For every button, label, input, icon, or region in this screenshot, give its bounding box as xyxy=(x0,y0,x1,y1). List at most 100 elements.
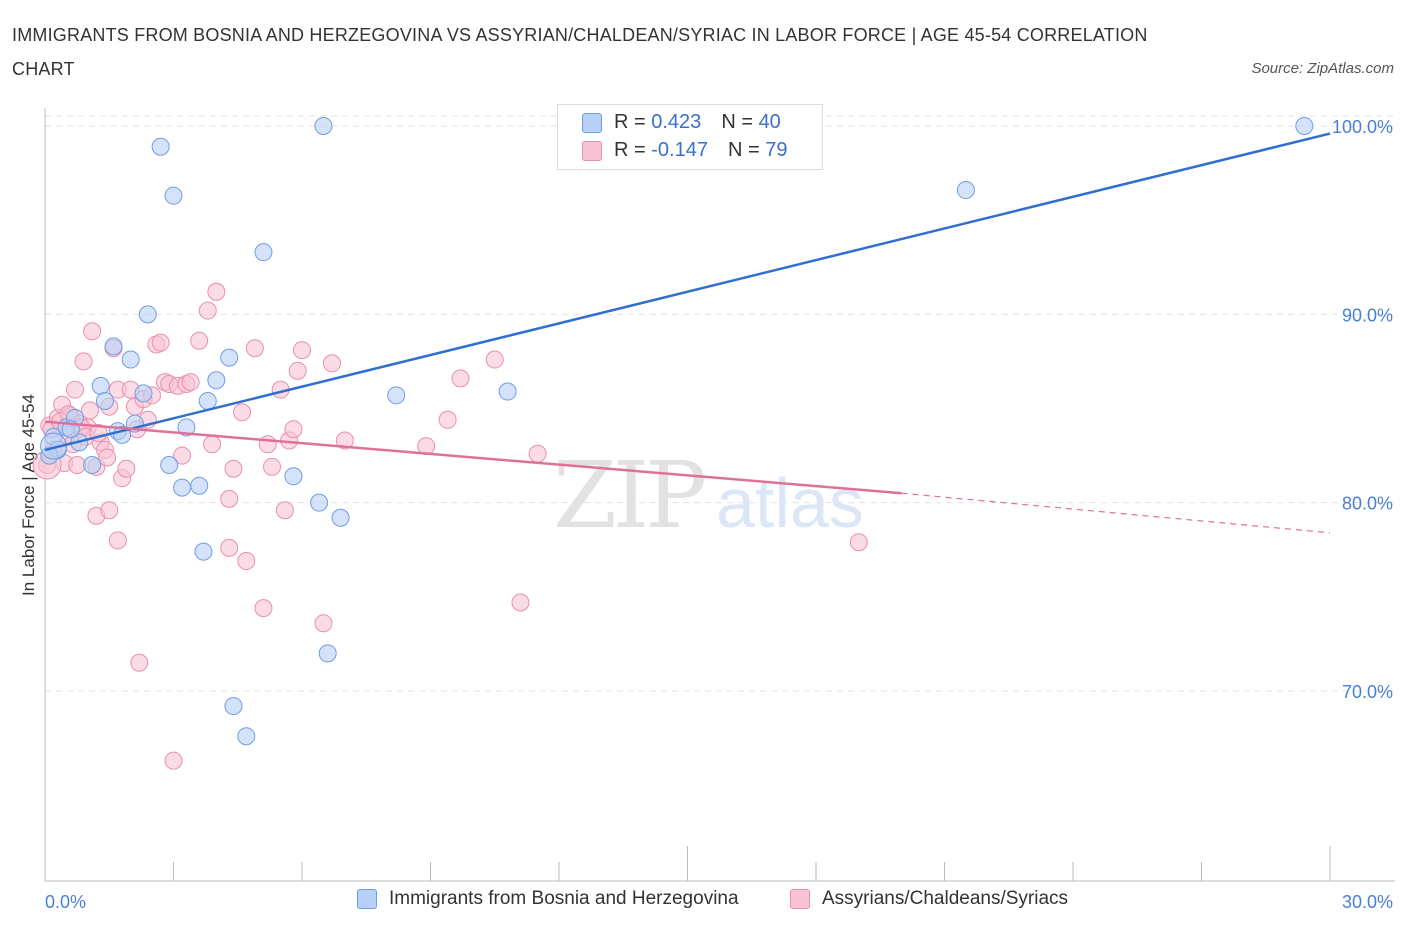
blue-point[interactable] xyxy=(310,493,329,512)
trend-line-assyrians xyxy=(44,420,902,495)
blue-point-large[interactable] xyxy=(40,432,68,460)
blue-point[interactable] xyxy=(134,384,153,403)
legend-swatch-pink xyxy=(790,889,810,909)
blue-point[interactable] xyxy=(224,697,243,716)
pink-point[interactable] xyxy=(80,401,99,420)
blue-point[interactable] xyxy=(331,508,350,527)
pink-point[interactable] xyxy=(284,420,303,439)
tick-labels: 70.0% 80.0% 90.0% 100.0% 0.0% 30.0% xyxy=(45,117,1393,912)
pink-point[interactable] xyxy=(203,435,222,454)
legend-n-value: 40 xyxy=(758,111,781,134)
pink-point[interactable] xyxy=(173,446,192,465)
legend-row-assyrians: R = -0.147 N = 79 xyxy=(582,139,787,167)
pink-point[interactable] xyxy=(224,459,243,478)
blue-point[interactable] xyxy=(956,181,975,200)
pink-point[interactable] xyxy=(164,751,183,770)
pink-point[interactable] xyxy=(207,282,226,301)
blue-point[interactable] xyxy=(104,337,123,356)
blue-point[interactable] xyxy=(190,476,209,495)
blue-point[interactable] xyxy=(91,376,110,395)
pink-point[interactable] xyxy=(65,380,84,399)
blue-point[interactable] xyxy=(284,467,303,486)
y-axis-label: In Labor Force | Age 45-54 xyxy=(19,394,38,596)
pink-point[interactable] xyxy=(74,352,93,371)
watermark-atlas: atlas xyxy=(716,464,864,542)
pink-point[interactable] xyxy=(237,552,256,571)
blue-point[interactable] xyxy=(207,371,226,390)
y-tick-label: 100.0% xyxy=(1332,117,1393,137)
legend-item-assyrians[interactable]: Assyrians/Chaldeans/Syriacs xyxy=(790,888,1068,910)
blue-point[interactable] xyxy=(387,386,406,405)
pink-point[interactable] xyxy=(83,322,102,341)
trend-line-bosnia xyxy=(44,132,1331,452)
pink-point[interactable] xyxy=(117,459,136,478)
blue-point[interactable] xyxy=(254,243,273,262)
series-bosnia-points xyxy=(40,117,1314,746)
pink-point[interactable] xyxy=(245,339,264,358)
pink-point[interactable] xyxy=(181,373,200,392)
blue-point[interactable] xyxy=(498,382,517,401)
legend-label-bosnia: Immigrants from Bosnia and Herzegovina xyxy=(389,888,739,909)
pink-point[interactable] xyxy=(98,448,117,467)
blue-point[interactable] xyxy=(160,456,179,474)
blue-point[interactable] xyxy=(151,137,170,156)
y-tick-label: 80.0% xyxy=(1342,494,1393,514)
legend-r-value: 0.423 xyxy=(651,111,702,134)
pink-point[interactable] xyxy=(198,301,217,320)
pink-point[interactable] xyxy=(263,457,282,476)
pink-point[interactable] xyxy=(438,410,457,429)
pink-point[interactable] xyxy=(233,403,252,422)
pink-point[interactable] xyxy=(108,531,127,550)
blue-point[interactable] xyxy=(177,418,196,437)
pink-point[interactable] xyxy=(451,369,470,388)
pink-point[interactable] xyxy=(100,501,119,520)
watermark-zip: ZIP xyxy=(553,442,704,549)
blue-point[interactable] xyxy=(198,391,217,410)
pink-point[interactable] xyxy=(528,444,547,463)
blue-point[interactable] xyxy=(121,350,140,369)
series-legend: Immigrants from Bosnia and Herzegovina A… xyxy=(0,888,1406,918)
pink-point[interactable] xyxy=(511,593,530,612)
legend-swatch-blue xyxy=(357,889,377,909)
legend-item-bosnia[interactable]: Immigrants from Bosnia and Herzegovina xyxy=(357,888,739,910)
y-tick-label: 90.0% xyxy=(1342,305,1393,325)
pink-point[interactable] xyxy=(190,331,209,350)
blue-point[interactable] xyxy=(1295,117,1314,135)
legend-swatch-pink xyxy=(582,140,602,161)
pink-point[interactable] xyxy=(485,350,504,369)
legend-r-label: R = xyxy=(614,111,652,134)
blue-point[interactable] xyxy=(314,117,333,135)
x-tick-label-min: 0.0% xyxy=(45,892,86,912)
trend-line-assyrians-extension xyxy=(901,492,1331,534)
pink-point[interactable] xyxy=(220,538,239,557)
blue-point[interactable] xyxy=(83,456,102,474)
blue-point[interactable] xyxy=(220,348,239,367)
pink-point[interactable] xyxy=(275,501,294,520)
blue-point[interactable] xyxy=(237,727,256,746)
blue-point[interactable] xyxy=(194,542,213,561)
pink-point[interactable] xyxy=(151,333,170,352)
pink-point[interactable] xyxy=(288,361,307,380)
pink-point[interactable] xyxy=(254,599,273,618)
legend-r-value: -0.147 xyxy=(651,139,708,162)
blue-point[interactable] xyxy=(164,186,183,205)
axes: In Labor Force | Age 45-54 xyxy=(19,108,1395,882)
correlation-legend: R = 0.423 N = 40 R = -0.147 N = 79 xyxy=(557,104,823,170)
blue-point[interactable] xyxy=(318,644,337,663)
blue-point[interactable] xyxy=(95,391,114,410)
pink-point[interactable] xyxy=(849,533,868,552)
pink-point[interactable] xyxy=(130,653,149,672)
grid xyxy=(45,115,1395,692)
pink-point[interactable] xyxy=(335,431,354,450)
blue-point[interactable] xyxy=(138,305,157,324)
pink-point[interactable] xyxy=(293,341,311,360)
legend-n-label: N = xyxy=(721,111,759,134)
pink-point[interactable] xyxy=(314,614,333,633)
pink-point[interactable] xyxy=(220,489,239,508)
pink-point[interactable] xyxy=(258,435,277,454)
y-tick-label: 70.0% xyxy=(1342,682,1393,702)
pink-point[interactable] xyxy=(68,456,87,474)
blue-point[interactable] xyxy=(173,478,192,497)
legend-row-bosnia: R = 0.423 N = 40 xyxy=(582,111,781,139)
pink-point[interactable] xyxy=(322,354,341,373)
